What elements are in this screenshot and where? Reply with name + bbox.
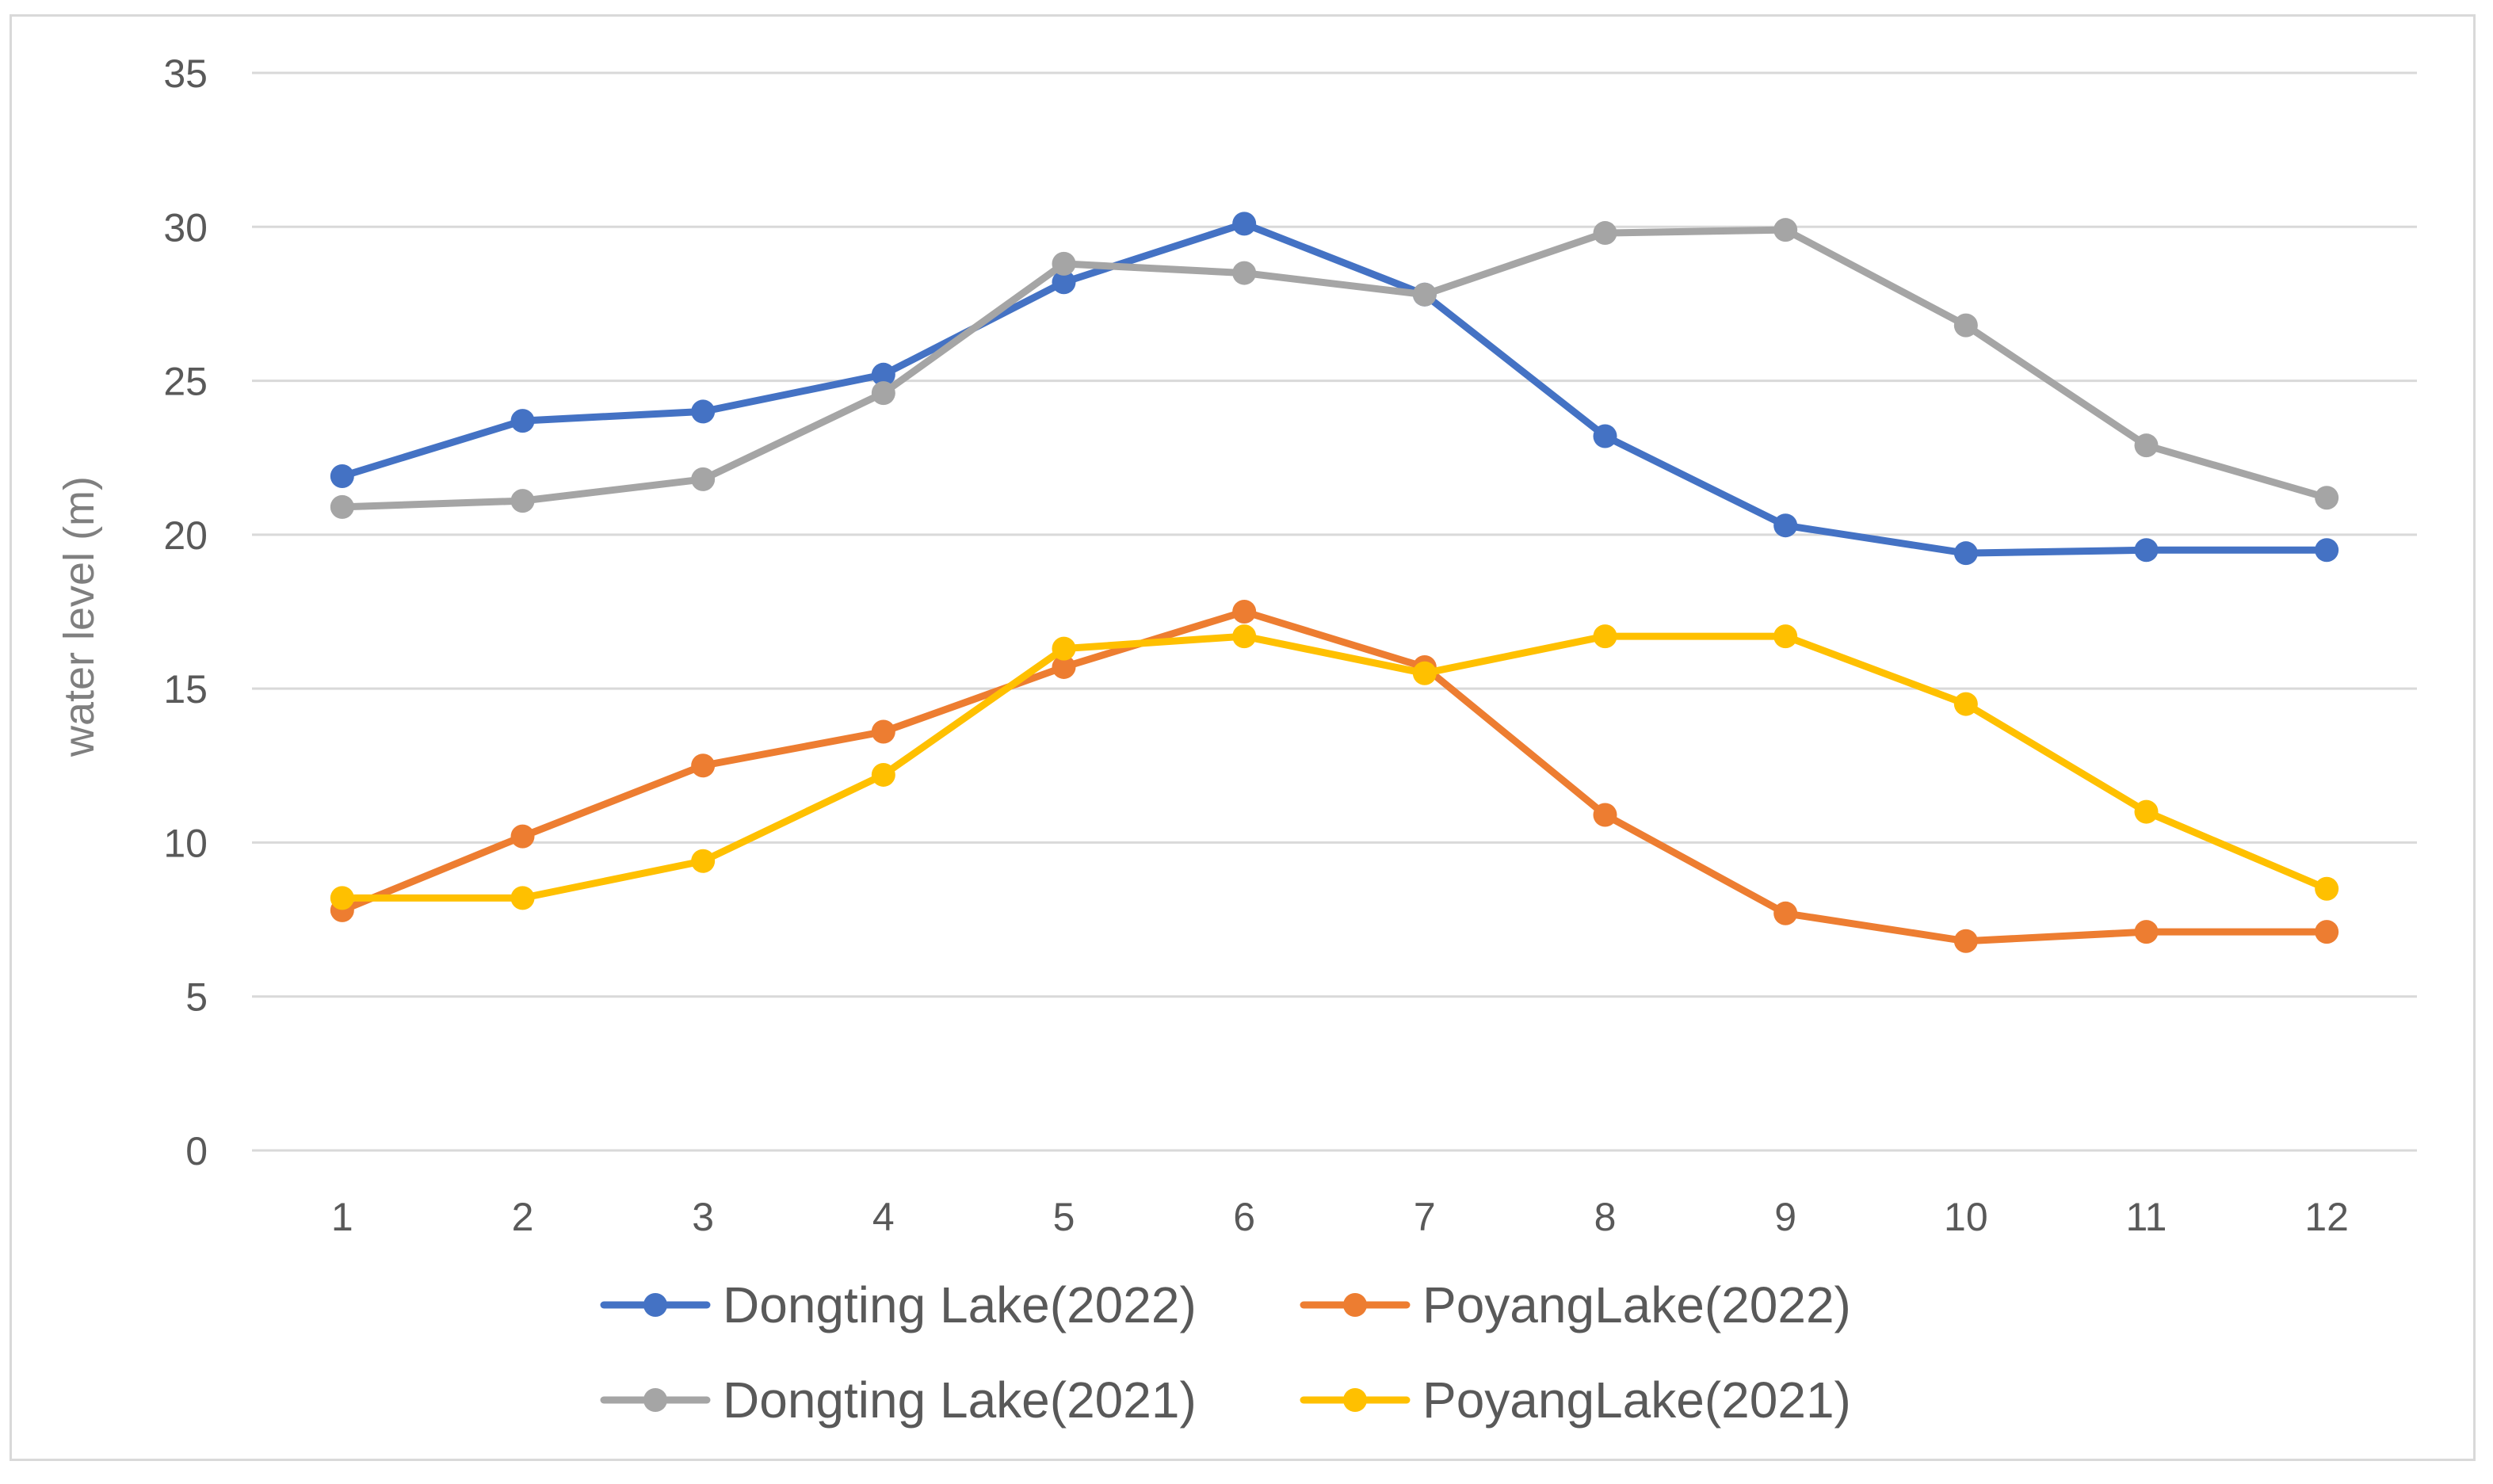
legend-item: Dongting Lake(2021) bbox=[600, 1371, 1197, 1429]
x-tick-label: 3 bbox=[692, 1195, 714, 1239]
series-line bbox=[338, 632, 2331, 902]
series-2 bbox=[330, 600, 2339, 953]
data-point bbox=[510, 886, 535, 910]
x-axis-tick-labels: 1 2 3 4 5 6 7 8 9 10 11 12 bbox=[331, 1195, 2349, 1239]
y-tick-label: 15 bbox=[163, 667, 208, 711]
y-tick-label: 0 bbox=[185, 1129, 208, 1173]
data-point bbox=[1232, 261, 1257, 285]
data-point bbox=[1232, 212, 1257, 236]
data-point bbox=[330, 494, 354, 519]
data-point bbox=[1052, 251, 1076, 276]
legend-label: PoyangLake(2022) bbox=[1422, 1276, 1851, 1333]
data-point bbox=[2134, 799, 2159, 824]
data-point bbox=[510, 489, 535, 513]
data-point bbox=[1953, 313, 1978, 338]
legend-swatch-marker bbox=[1343, 1293, 1367, 1317]
x-tick-label: 2 bbox=[512, 1195, 534, 1239]
data-point bbox=[1052, 270, 1076, 295]
data-point bbox=[871, 762, 895, 787]
data-point bbox=[691, 753, 716, 778]
series-4 bbox=[330, 624, 2339, 910]
data-point bbox=[1052, 636, 1076, 661]
data-point bbox=[871, 381, 895, 406]
data-point bbox=[1232, 600, 1257, 624]
y-tick-label: 10 bbox=[163, 821, 208, 865]
data-point bbox=[1953, 929, 1978, 953]
legend-label: PoyangLake(2021) bbox=[1422, 1371, 1851, 1429]
legend-swatch-marker bbox=[1343, 1388, 1367, 1412]
legend-label: Dongting Lake(2021) bbox=[723, 1371, 1197, 1429]
data-point bbox=[510, 409, 535, 433]
data-point bbox=[691, 849, 716, 873]
y-tick-label: 20 bbox=[163, 513, 208, 558]
y-tick-label: 30 bbox=[163, 205, 208, 250]
legend-item: Dongting Lake(2022) bbox=[600, 1276, 1197, 1333]
x-tick-label: 5 bbox=[1053, 1195, 1075, 1239]
x-tick-label: 10 bbox=[1944, 1195, 1988, 1239]
data-point bbox=[871, 362, 895, 387]
y-axis-tick-labels: 0 5 10 15 20 25 30 35 bbox=[163, 52, 208, 1173]
data-point bbox=[330, 886, 354, 910]
data-point bbox=[1593, 424, 1617, 448]
x-tick-label: 6 bbox=[1233, 1195, 1255, 1239]
data-point bbox=[1953, 692, 1978, 716]
x-tick-label: 9 bbox=[1774, 1195, 1796, 1239]
legend-label: Dongting Lake(2022) bbox=[723, 1276, 1197, 1333]
data-point bbox=[2315, 486, 2339, 510]
data-point bbox=[1593, 221, 1617, 246]
y-axis-title: water level (m) bbox=[55, 476, 103, 757]
data-point bbox=[1773, 513, 1798, 538]
legend-swatch-marker bbox=[643, 1293, 667, 1317]
data-point bbox=[2315, 538, 2339, 563]
data-point bbox=[1412, 282, 1437, 307]
data-point bbox=[1953, 541, 1978, 566]
legend: Dongting Lake(2022) PoyangLake(2022) Dongt… bbox=[600, 1276, 1851, 1429]
data-point bbox=[1773, 901, 1798, 925]
y-tick-label: 25 bbox=[163, 360, 208, 404]
series-line bbox=[338, 608, 2331, 945]
legend-item: PoyangLake(2021) bbox=[1300, 1371, 1851, 1429]
data-point bbox=[1593, 803, 1617, 827]
x-tick-label: 12 bbox=[2304, 1195, 2349, 1239]
data-point bbox=[1232, 624, 1257, 649]
data-point bbox=[1052, 654, 1076, 679]
data-point bbox=[2134, 433, 2159, 458]
x-tick-label: 8 bbox=[1594, 1195, 1617, 1239]
data-point bbox=[2134, 538, 2159, 563]
y-tick-label: 35 bbox=[163, 52, 208, 96]
data-point bbox=[510, 824, 535, 849]
x-tick-label: 11 bbox=[2126, 1195, 2167, 1239]
data-point bbox=[2134, 920, 2159, 944]
data-point bbox=[1412, 661, 1437, 685]
x-tick-label: 4 bbox=[872, 1195, 895, 1239]
legend-item: PoyangLake(2022) bbox=[1300, 1276, 1851, 1333]
data-point bbox=[691, 399, 716, 424]
data-point bbox=[330, 464, 354, 489]
data-point bbox=[2315, 876, 2339, 901]
series-line bbox=[338, 219, 2331, 557]
series-1 bbox=[330, 212, 2339, 566]
data-point bbox=[691, 467, 716, 491]
gridlines bbox=[252, 71, 2417, 1152]
data-point bbox=[1773, 218, 1798, 242]
legend-swatch-marker bbox=[643, 1388, 667, 1412]
data-point bbox=[1593, 624, 1617, 649]
chart-frame bbox=[10, 14, 2476, 1461]
x-tick-label: 1 bbox=[331, 1195, 353, 1239]
data-point bbox=[871, 719, 895, 744]
series-layer bbox=[330, 212, 2339, 953]
y-tick-label: 5 bbox=[185, 975, 208, 1020]
series-3 bbox=[330, 218, 2339, 519]
data-point bbox=[2315, 920, 2339, 944]
series-line bbox=[338, 226, 2331, 511]
data-point bbox=[1773, 624, 1798, 649]
x-tick-label: 7 bbox=[1414, 1195, 1436, 1239]
